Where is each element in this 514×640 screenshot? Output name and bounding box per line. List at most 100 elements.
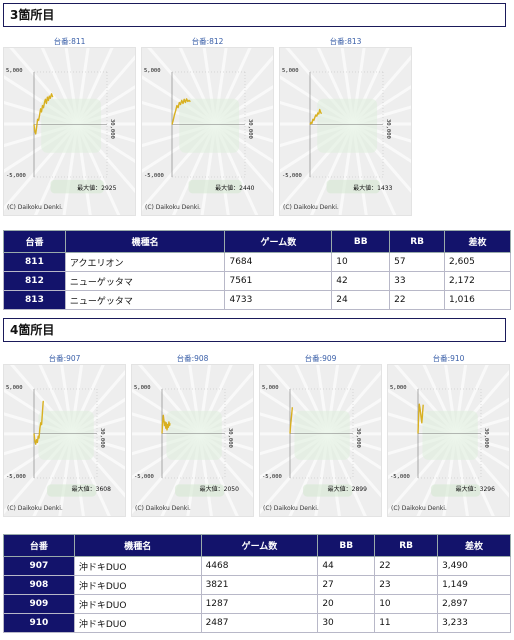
table-cell: 7561 xyxy=(224,271,333,291)
series-line xyxy=(417,403,424,434)
table-cell: 57 xyxy=(389,252,446,272)
results-table-4: 台番 機種名 ゲーム数 BB RB 差枚 907 沖ドキDUO 4468 44 22 3,490 908… xyxy=(3,534,511,633)
table-cell: 20 xyxy=(317,594,376,614)
graph-panel: 5,000 -5,000 30,000 最大値：3296 (C) Daikoku Den… xyxy=(387,364,510,517)
graph-label: 台番:811 xyxy=(53,37,86,46)
table-cell: 908 xyxy=(3,575,75,595)
y-tick-bottom: -5,000 xyxy=(144,173,164,179)
graph-label: 台番:909 xyxy=(304,354,337,363)
table-cell: アクエリオン xyxy=(64,252,226,272)
graph-plot xyxy=(388,365,509,516)
x-tick-end: 30,000 xyxy=(247,118,253,139)
x-tick-end: 30,000 xyxy=(99,427,105,448)
y-tick-top: 5,000 xyxy=(282,68,299,74)
series-line xyxy=(161,414,171,434)
y-tick-bottom: -5,000 xyxy=(390,474,410,480)
table-cell: ニューゲッタマ xyxy=(64,290,226,310)
table-cell: 4733 xyxy=(224,290,333,310)
table-cell: 813 xyxy=(3,290,66,310)
y-tick-top: 5,000 xyxy=(144,68,161,74)
table-cell: ニューゲッタマ xyxy=(64,271,226,291)
graph-812: 台番:812 5,000 -5,000 30,000 最大値：2440 (C) Daiko… xyxy=(141,36,274,216)
table-cell: 2487 xyxy=(200,613,319,633)
column-header: 機種名 xyxy=(73,534,202,557)
table-cell: 812 xyxy=(3,271,66,291)
table-cell: 24 xyxy=(331,290,391,310)
y-tick-bottom: -5,000 xyxy=(282,173,302,179)
y-tick-top: 5,000 xyxy=(262,385,279,391)
graph-panel: 5,000 -5,000 30,000 最大値：2440 (C) Daikoku Den… xyxy=(141,47,274,216)
graph-plot xyxy=(132,365,253,516)
y-tick-bottom: -5,000 xyxy=(262,474,282,480)
max-value: 最大値：2440 xyxy=(215,185,255,192)
copyright: (C) Daikoku Denki. xyxy=(391,505,447,512)
table-cell: 909 xyxy=(3,594,75,614)
column-header: BB xyxy=(317,534,376,557)
table-cell: 4468 xyxy=(200,556,319,576)
series-line xyxy=(309,108,323,125)
graph-plot xyxy=(142,48,273,215)
graph-908: 台番:908 5,000 -5,000 30,000 最大値：2050 (C) Daiko… xyxy=(131,353,254,517)
table-cell: 3,490 xyxy=(437,556,511,576)
graph-plot xyxy=(4,365,125,516)
copyright: (C) Daikoku Denki. xyxy=(263,505,319,512)
y-tick-top: 5,000 xyxy=(6,385,23,391)
max-value: 最大値：2925 xyxy=(77,185,117,192)
graph-label: 台番:908 xyxy=(176,354,209,363)
table-cell: 1,016 xyxy=(444,290,511,310)
table-cell: 3821 xyxy=(200,575,319,595)
table-row: 811 アクエリオン 7684 10 57 2,605 xyxy=(3,252,511,272)
table-row: 813 ニューゲッタマ 4733 24 22 1,016 xyxy=(3,290,511,310)
column-header: RB xyxy=(374,534,439,557)
y-tick-bottom: -5,000 xyxy=(6,474,26,480)
graph-811: 台番:811 5,000 -5,000 30,000 最大値：2925 (C) Daiko… xyxy=(3,36,136,216)
graph-909: 台番:909 5,000 -5,000 30,000 最大値：2899 (C) Daiko… xyxy=(259,353,382,517)
table-cell: 沖ドキDUO xyxy=(73,556,202,576)
column-header: ゲーム数 xyxy=(200,534,319,557)
column-header: ゲーム数 xyxy=(224,230,333,253)
column-header: RB xyxy=(389,230,446,253)
graph-907: 台番:907 5,000 -5,000 30,000 最大値：3608 (C) Daiko… xyxy=(3,353,126,517)
table-row: 908 沖ドキDUO 3821 27 23 1,149 xyxy=(3,575,511,595)
graph-910: 台番:910 5,000 -5,000 30,000 最大値：3296 (C) Daiko… xyxy=(387,353,510,517)
table-cell: 1287 xyxy=(200,594,319,614)
table-cell: 沖ドキDUO xyxy=(73,575,202,595)
graph-plot xyxy=(4,48,135,215)
table-cell: 811 xyxy=(3,252,66,272)
table-cell: 沖ドキDUO xyxy=(73,594,202,614)
results-table-3: 台番 機種名 ゲーム数 BB RB 差枚 811 アクエリオン 7684 10 57 2,605 812… xyxy=(3,230,511,310)
table-cell: 10 xyxy=(374,594,439,614)
graph-plot xyxy=(260,365,381,516)
table-cell: 7684 xyxy=(224,252,333,272)
section-title-4: 4箇所目 xyxy=(3,318,506,342)
graph-panel: 5,000 -5,000 30,000 最大値：2899 (C) Daikoku Den… xyxy=(259,364,382,517)
copyright: (C) Daikoku Denki. xyxy=(7,505,63,512)
graph-panel: 5,000 -5,000 30,000 最大値：1433 (C) Daikoku Den… xyxy=(279,47,412,216)
series-line xyxy=(289,407,293,434)
series-line xyxy=(33,93,54,135)
table-row: 910 沖ドキDUO 2487 30 11 3,233 xyxy=(3,613,511,633)
x-tick-end: 30,000 xyxy=(385,118,391,139)
table-cell: 11 xyxy=(374,613,439,633)
column-header: 差枚 xyxy=(437,534,511,557)
table-cell: 3,233 xyxy=(437,613,511,633)
max-value: 最大値：3608 xyxy=(71,486,111,493)
y-tick-top: 5,000 xyxy=(6,68,23,74)
copyright: (C) Daikoku Denki. xyxy=(283,204,339,211)
column-header: 機種名 xyxy=(64,230,226,253)
y-tick-top: 5,000 xyxy=(390,385,407,391)
table-cell: 2,605 xyxy=(444,252,511,272)
graph-label: 台番:907 xyxy=(48,354,81,363)
table-row: 909 沖ドキDUO 1287 20 10 2,897 xyxy=(3,594,511,614)
max-value: 最大値：3296 xyxy=(455,486,495,493)
copyright: (C) Daikoku Denki. xyxy=(135,505,191,512)
max-value: 最大値：2050 xyxy=(199,486,239,493)
section-title-3: 3箇所目 xyxy=(3,3,506,27)
column-header: 台番 xyxy=(3,230,66,253)
y-tick-top: 5,000 xyxy=(134,385,151,391)
table-cell: 910 xyxy=(3,613,75,633)
column-header: BB xyxy=(331,230,391,253)
x-tick-end: 30,000 xyxy=(227,427,233,448)
y-tick-bottom: -5,000 xyxy=(134,474,154,480)
max-value: 最大値：1433 xyxy=(353,185,393,192)
